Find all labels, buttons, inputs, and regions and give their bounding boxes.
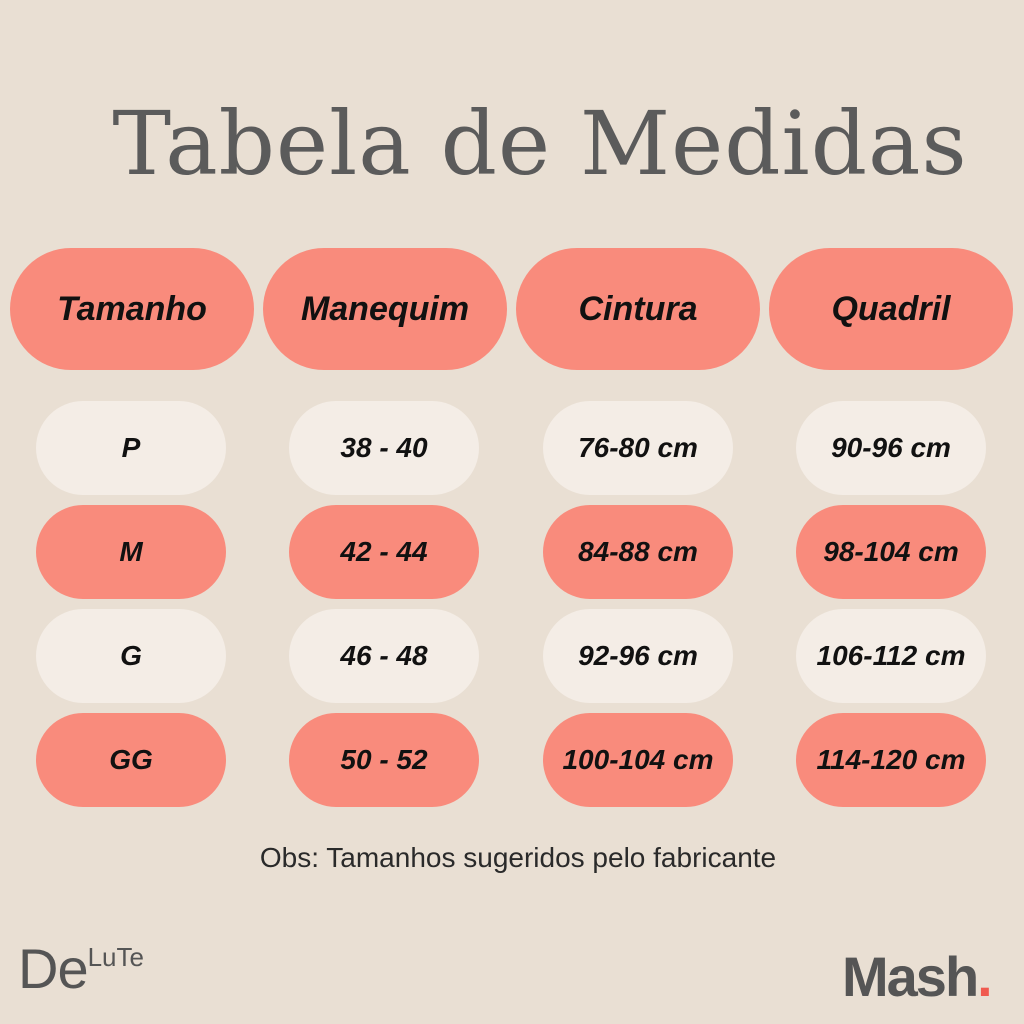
cell-quadril: 98-104 cm [796,505,986,599]
header-quadril: Quadril [769,248,1013,370]
delute-logo: DeLuTe [18,937,144,1000]
cell-tamanho: P [36,401,226,495]
cell-cintura: 84-88 cm [543,505,733,599]
cell-tamanho: G [36,609,226,703]
mash-logo: Mash. [842,945,993,1008]
cell-tamanho: M [36,505,226,599]
cell-quadril: 114-120 cm [796,713,986,807]
header-manequim: Manequim [263,248,507,370]
cell-manequim: 50 - 52 [289,713,479,807]
header-cintura: Cintura [516,248,760,370]
cell-cintura: 92-96 cm [543,609,733,703]
cell-quadril: 106-112 cm [796,609,986,703]
mash-logo-text: Mash [842,945,979,1008]
footnote: Obs: Tamanhos sugeridos pelo fabricante [259,842,777,873]
cell-manequim: 42 - 44 [289,505,479,599]
cell-cintura: 76-80 cm [543,401,733,495]
cell-tamanho: GG [36,713,226,807]
header-tamanho: Tamanho [10,248,254,370]
page-title: Tabela de Medidas [112,92,968,195]
cell-manequim: 46 - 48 [289,609,479,703]
cell-manequim: 38 - 40 [289,401,479,495]
cell-quadril: 90-96 cm [796,401,986,495]
cell-cintura: 100-104 cm [543,713,733,807]
